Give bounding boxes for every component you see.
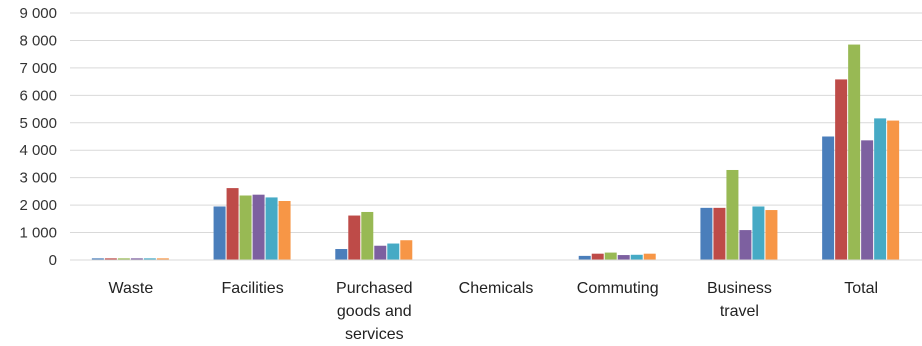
- bar: [887, 120, 900, 261]
- gridlines: [70, 12, 922, 234]
- x-category-label: Waste: [108, 280, 153, 297]
- bar: [374, 245, 387, 260]
- bar: [239, 195, 252, 260]
- y-tick-label: 0: [49, 252, 57, 269]
- bar: [765, 210, 778, 260]
- y-tick-label: 5 000: [19, 115, 57, 132]
- bar: [361, 211, 374, 260]
- x-category-label: Purchased goods and services: [336, 280, 413, 343]
- bar: [726, 169, 739, 260]
- bar: [861, 140, 874, 260]
- bar: [387, 243, 400, 260]
- bar: [630, 254, 643, 260]
- x-category-label: Chemicals: [459, 280, 534, 297]
- y-tick-label: 6 000: [19, 87, 57, 104]
- y-axis-tick-labels: 0 1 000 2 000 3 000 4 000 5 000 6 000 7 000 8 00…: [19, 5, 57, 269]
- bar: [117, 258, 130, 260]
- bar: [752, 206, 765, 260]
- bar: [252, 194, 265, 260]
- bar: [617, 255, 630, 260]
- bar: [104, 258, 117, 260]
- bar: [130, 258, 143, 260]
- y-tick-label: 4 000: [19, 142, 57, 159]
- bar: [604, 252, 617, 260]
- bar: [739, 230, 752, 260]
- bar: [335, 249, 348, 260]
- y-tick-label: 8 000: [19, 32, 57, 49]
- bar: [156, 258, 169, 260]
- y-tick-label: 1 000: [19, 225, 57, 242]
- bar: [348, 215, 361, 260]
- bar: [278, 200, 291, 260]
- y-tick-label: 2 000: [19, 197, 57, 214]
- bar: [591, 253, 604, 260]
- bar: [874, 118, 887, 261]
- bar: [848, 44, 861, 260]
- bar: [700, 207, 713, 260]
- x-category-label: Commuting: [577, 280, 659, 297]
- x-axis-category-labels: Waste Facilities Purchased goods and service…: [108, 280, 878, 343]
- bar: [835, 79, 848, 260]
- bar: [213, 206, 226, 260]
- bar: [265, 197, 278, 260]
- bar: [143, 258, 156, 260]
- x-category-label: Total: [844, 280, 878, 297]
- bar: [643, 253, 656, 260]
- bar: [226, 188, 239, 260]
- bar: [822, 136, 835, 260]
- bar: [91, 258, 104, 260]
- bars: [91, 44, 900, 261]
- y-tick-label: 9 000: [19, 5, 57, 22]
- bar: [578, 255, 591, 260]
- y-tick-label: 7 000: [19, 60, 57, 77]
- y-tick-label: 3 000: [19, 170, 57, 187]
- x-category-label: Business travel: [707, 280, 772, 320]
- bar: [400, 240, 413, 260]
- bar: [713, 207, 726, 260]
- x-category-label: Facilities: [221, 280, 283, 297]
